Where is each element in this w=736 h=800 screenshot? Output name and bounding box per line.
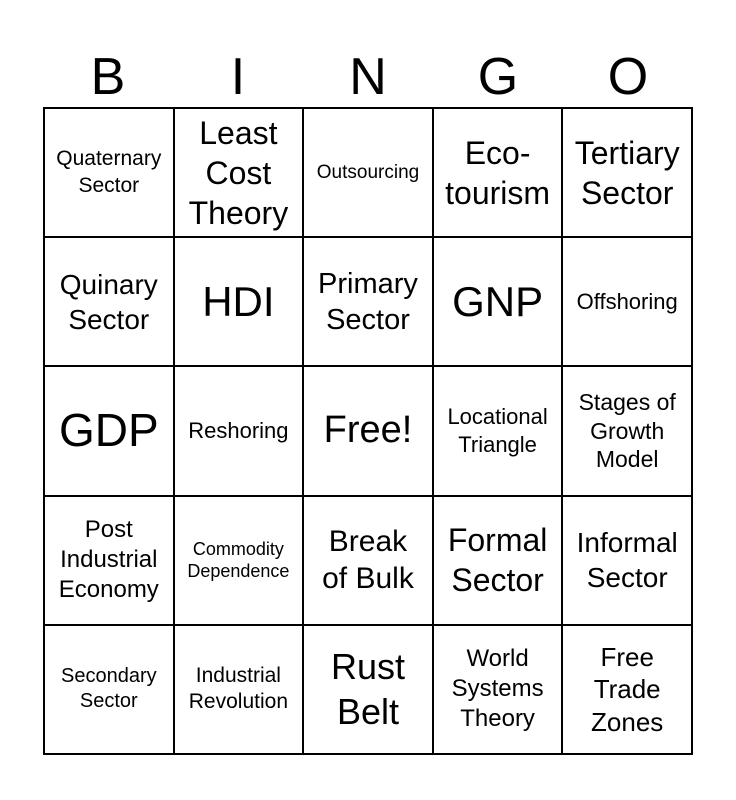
bingo-cell[interactable]: Industrial Revolution bbox=[174, 625, 303, 753]
cell-label: Quaternary Sector bbox=[56, 147, 162, 197]
title-letter-i: I bbox=[230, 48, 246, 106]
bingo-cell[interactable]: Quinary Sector bbox=[45, 238, 173, 366]
bingo-cell[interactable]: Outsourcing bbox=[304, 109, 432, 237]
cell-label: Free Trade Zones bbox=[591, 641, 664, 737]
title-letter-o: O bbox=[607, 48, 649, 106]
cell-label: Commodity Dependence bbox=[187, 538, 290, 582]
bingo-cell-free[interactable]: Free! bbox=[304, 367, 432, 495]
cell-label: GDP bbox=[58, 404, 159, 457]
bingo-cell[interactable]: Informal Sector bbox=[563, 496, 691, 624]
cell-label: HDI bbox=[202, 277, 275, 325]
title-letter-g: G bbox=[477, 48, 519, 106]
cell-label: Rust Belt bbox=[330, 646, 405, 733]
cell-label: Formal Sector bbox=[447, 522, 548, 599]
bingo-cell[interactable]: Stages of Growth Model bbox=[563, 367, 691, 495]
bingo-cell[interactable]: Post Industrial Economy bbox=[45, 496, 173, 624]
cell-label: Free! bbox=[323, 409, 413, 452]
cell-label: Break of Bulk bbox=[322, 524, 414, 596]
cell-label: Outsourcing bbox=[316, 161, 420, 183]
title-letter-n: N bbox=[349, 48, 387, 106]
bingo-cell[interactable]: Commodity Dependence bbox=[174, 496, 303, 624]
cell-label: Tertiary Sector bbox=[574, 134, 680, 211]
bingo-cell[interactable]: Formal Sector bbox=[433, 496, 562, 624]
bingo-board: Quaternary Sector Least Cost Theory Outsou… bbox=[43, 107, 693, 755]
bingo-cell[interactable]: Locational Triangle bbox=[433, 367, 562, 495]
cell-label: Quinary Sector bbox=[59, 268, 158, 335]
bingo-cell[interactable]: GNP bbox=[433, 238, 562, 366]
bingo-cell[interactable]: Secondary Sector bbox=[45, 625, 173, 753]
bingo-cell[interactable]: Primary Sector bbox=[304, 238, 432, 366]
bingo-cell[interactable]: Tertiary Sector bbox=[563, 109, 691, 237]
bingo-cell[interactable]: HDI bbox=[174, 238, 303, 366]
cell-label: Eco- tourism bbox=[445, 134, 551, 211]
bingo-cell[interactable]: Least Cost Theory bbox=[174, 109, 303, 237]
cell-label: Stages of Growth Model bbox=[578, 388, 676, 473]
bingo-cell[interactable]: Rust Belt bbox=[304, 625, 432, 753]
bingo-cell[interactable]: World Systems Theory bbox=[433, 625, 562, 753]
cell-label: Secondary Sector bbox=[60, 665, 157, 713]
cell-label: Informal Sector bbox=[576, 527, 678, 594]
cell-label: Primary Sector bbox=[318, 267, 418, 336]
cell-label: Locational Triangle bbox=[447, 404, 548, 457]
bingo-cell[interactable]: Offshoring bbox=[563, 238, 691, 366]
cell-label: Least Cost Theory bbox=[188, 114, 289, 231]
bingo-cell[interactable]: Reshoring bbox=[174, 367, 303, 495]
cell-label: Post Industrial Economy bbox=[58, 516, 159, 604]
bingo-cell[interactable]: Quaternary Sector bbox=[45, 109, 173, 237]
cell-label: World Systems Theory bbox=[451, 645, 544, 733]
cell-label: Industrial Revolution bbox=[188, 664, 288, 714]
cell-label: Reshoring bbox=[188, 418, 289, 444]
title-letter-b: B bbox=[90, 48, 126, 106]
bingo-cell[interactable]: Free Trade Zones bbox=[563, 625, 691, 753]
cell-label: GNP bbox=[452, 277, 544, 325]
bingo-title: B I N G O bbox=[43, 47, 693, 103]
bingo-cell[interactable]: Break of Bulk bbox=[304, 496, 432, 624]
bingo-cell[interactable]: GDP bbox=[45, 367, 173, 495]
bingo-cell[interactable]: Eco- tourism bbox=[433, 109, 562, 237]
cell-label: Offshoring bbox=[576, 289, 678, 315]
